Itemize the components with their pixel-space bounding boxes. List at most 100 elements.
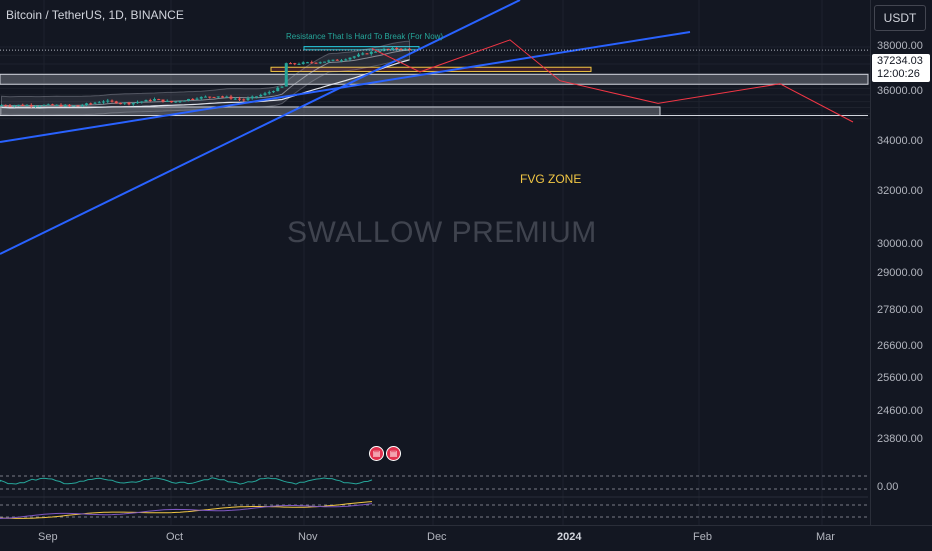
candle-body bbox=[365, 53, 369, 55]
trendline-upper bbox=[0, 31, 691, 143]
candle-body bbox=[46, 104, 50, 106]
candle-body bbox=[76, 105, 80, 107]
candle-body bbox=[297, 63, 301, 65]
candle-body bbox=[140, 101, 144, 103]
candle-body bbox=[114, 101, 118, 104]
candle-body bbox=[314, 62, 318, 64]
candle-body bbox=[153, 99, 156, 101]
us-flag-icon[interactable]: ▤ bbox=[386, 446, 401, 461]
candle-body bbox=[403, 48, 407, 50]
us-flag-icon[interactable]: ▤ bbox=[369, 446, 384, 461]
candle-body bbox=[178, 101, 182, 103]
candle-body bbox=[284, 63, 288, 87]
time-tick: Dec bbox=[427, 531, 447, 543]
candle-body bbox=[212, 96, 216, 98]
candle-body bbox=[89, 103, 93, 105]
price-tick: 30000.00 bbox=[877, 238, 923, 250]
candle-body bbox=[170, 100, 173, 103]
candle-body bbox=[361, 53, 365, 55]
candle-body bbox=[399, 48, 403, 50]
price-tick: 24600.00 bbox=[877, 405, 923, 417]
candle-body bbox=[0, 105, 3, 107]
time-tick: Mar bbox=[816, 531, 835, 543]
candle-body bbox=[259, 94, 263, 97]
candle-body bbox=[127, 102, 131, 105]
time-tick: Oct bbox=[166, 531, 184, 543]
candle-body bbox=[199, 96, 203, 99]
price-tick: 38000.00 bbox=[877, 40, 923, 52]
indicator-panes bbox=[0, 475, 868, 520]
candle-body bbox=[29, 105, 33, 107]
candle-body bbox=[267, 92, 271, 94]
bar-countdown: 12:00:26 bbox=[877, 68, 920, 80]
candle-body bbox=[221, 96, 224, 98]
time-axis[interactable] bbox=[0, 525, 932, 551]
candle-body bbox=[306, 62, 309, 64]
candle-body bbox=[80, 105, 84, 107]
candle-body bbox=[102, 101, 105, 103]
candle-body bbox=[187, 98, 190, 101]
candle-body bbox=[72, 105, 76, 107]
price-axis[interactable] bbox=[870, 0, 932, 525]
signal-line bbox=[0, 503, 373, 520]
candle-body bbox=[195, 98, 199, 100]
price-tick: 29000.00 bbox=[877, 267, 923, 279]
time-tick: Feb bbox=[693, 531, 712, 543]
candle-body bbox=[97, 102, 101, 104]
candle-body bbox=[369, 51, 373, 54]
projection-path bbox=[371, 39, 854, 123]
candle-body bbox=[374, 51, 377, 53]
candle-body bbox=[204, 96, 207, 98]
price-chart[interactable] bbox=[0, 0, 870, 525]
candle-body bbox=[12, 105, 16, 107]
rsi-line bbox=[0, 477, 373, 485]
candle-body bbox=[391, 47, 394, 49]
candle-body bbox=[161, 99, 165, 102]
candle-body bbox=[323, 61, 326, 63]
candle-body bbox=[59, 104, 63, 107]
indicator-value: 0.00 bbox=[877, 481, 899, 493]
candle-body bbox=[106, 100, 110, 102]
price-tick: 32000.00 bbox=[877, 185, 923, 197]
candle-body bbox=[318, 62, 322, 64]
candle-body bbox=[272, 91, 275, 93]
candle-body bbox=[344, 59, 348, 61]
candle-body bbox=[42, 104, 46, 106]
candle-body bbox=[17, 104, 20, 106]
fvg-zone-label: FVG ZONE bbox=[520, 172, 582, 186]
candle-body bbox=[8, 105, 12, 107]
candle-body bbox=[123, 102, 127, 104]
candle-body bbox=[216, 96, 220, 98]
price-tick: 26600.00 bbox=[877, 340, 923, 352]
time-tick: 2024 bbox=[557, 531, 582, 543]
candles-layer bbox=[0, 46, 411, 108]
premium-zone bbox=[0, 73, 869, 85]
symbol-title[interactable]: Bitcoin / TetherUS, 1D, BINANCE bbox=[6, 8, 184, 22]
candle-body bbox=[93, 102, 97, 104]
candle-body bbox=[301, 62, 305, 64]
watermark: SWALLOW PREMIUM bbox=[287, 216, 597, 249]
candle-body bbox=[357, 54, 360, 57]
candle-body bbox=[340, 60, 343, 62]
candle-body bbox=[165, 100, 169, 102]
chart-area[interactable]: Bitcoin / TetherUS, 1D, BINANCE Resistan… bbox=[0, 0, 870, 525]
candle-body bbox=[34, 105, 37, 107]
candle-body bbox=[85, 103, 88, 106]
candle-body bbox=[63, 104, 67, 107]
price-tick: 23800.00 bbox=[877, 433, 923, 445]
candle-body bbox=[327, 60, 331, 62]
time-tick: Nov bbox=[298, 531, 318, 543]
candle-body bbox=[250, 96, 254, 99]
bollinger-band bbox=[1, 40, 410, 116]
candle-body bbox=[335, 59, 339, 61]
currency-button[interactable]: USDT bbox=[874, 5, 926, 31]
candle-body bbox=[276, 87, 280, 92]
candle-body bbox=[182, 100, 186, 102]
last-price-label: 37234.03 12:00:26 bbox=[872, 54, 930, 82]
trendlines-layer[interactable] bbox=[0, 0, 870, 255]
candle-body bbox=[408, 48, 411, 51]
candle-body bbox=[238, 98, 241, 100]
candle-body bbox=[378, 50, 382, 52]
candle-body bbox=[242, 99, 246, 101]
candle-body bbox=[119, 103, 122, 105]
